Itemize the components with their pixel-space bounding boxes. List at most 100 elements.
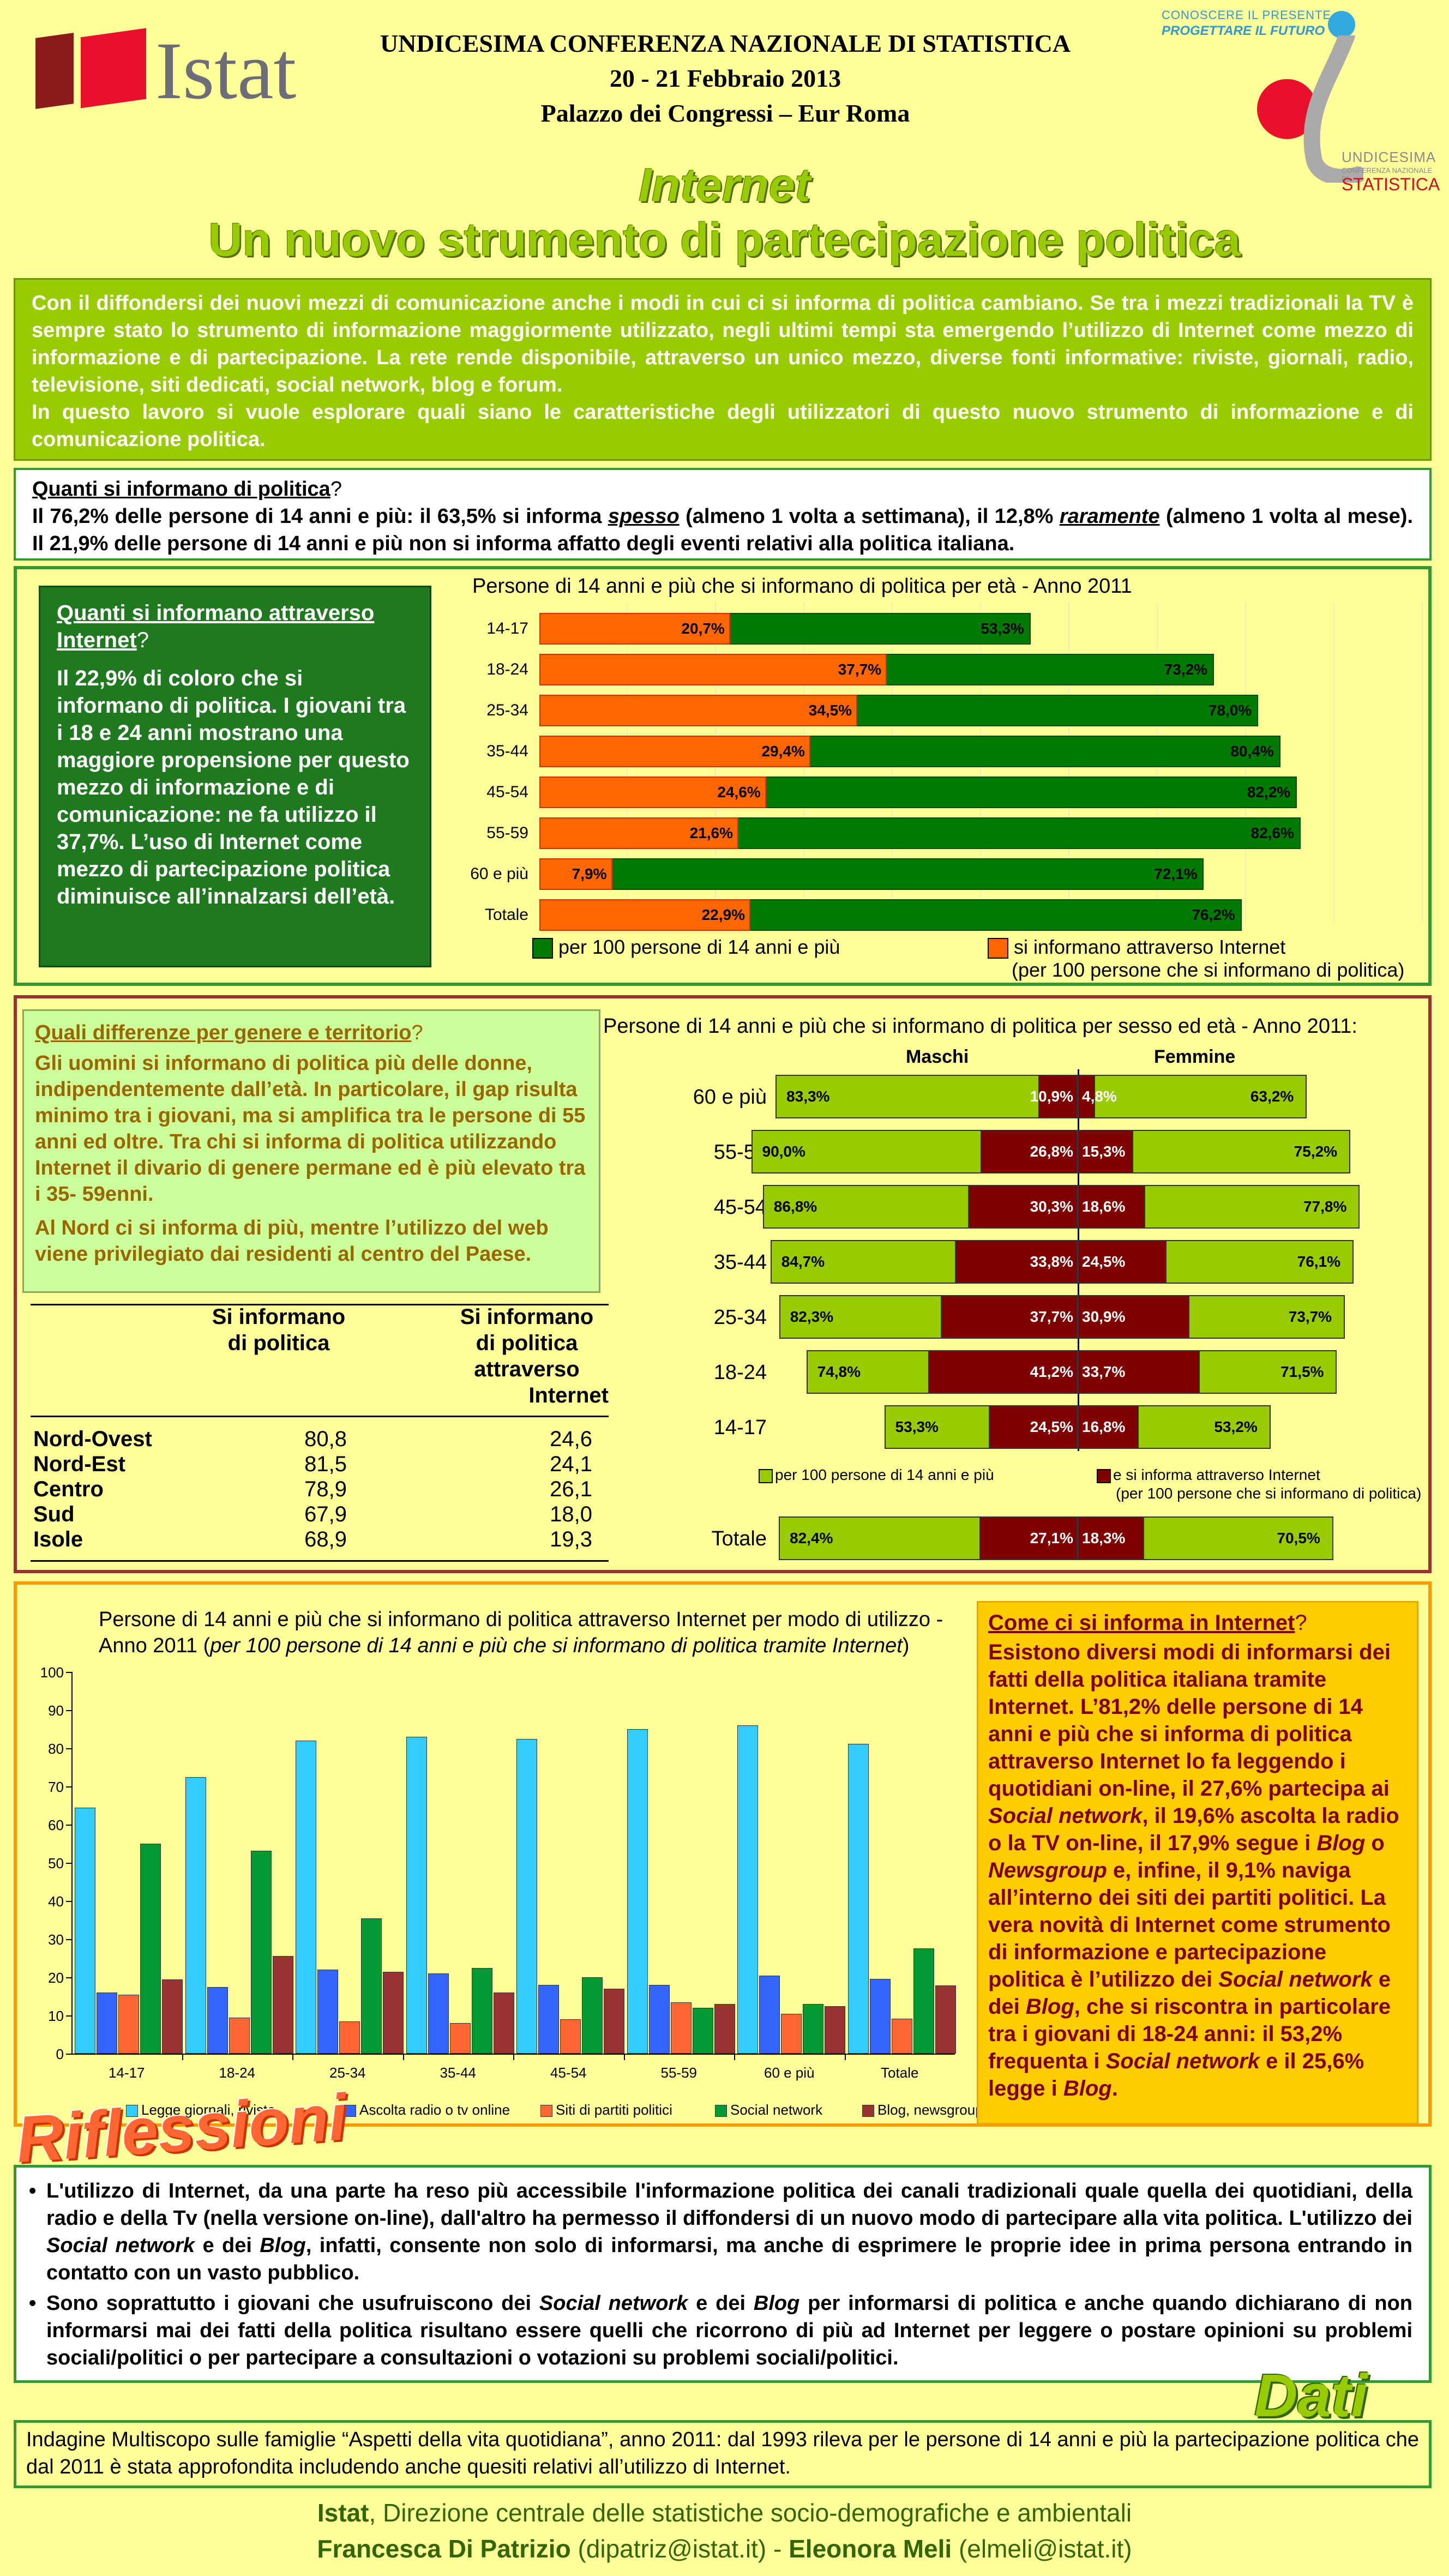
riflessioni-bullet-2: • Sono soprattutto i giovani che usufruis… — [29, 2292, 1412, 2369]
quanti-qmark: ? — [330, 478, 342, 501]
chart-usage-bar — [803, 2004, 823, 2054]
chart-age-label-internet: 7,9% — [572, 865, 607, 882]
chart-age-bar-internet: 20,7% — [539, 613, 730, 645]
chart-usage-legend-item: Legge giornali, riviste — [126, 2102, 275, 2118]
chart-usage-bar — [913, 1948, 934, 2054]
chart-usage-ytick: 60 — [48, 1817, 64, 1833]
chart-usage-tickmark — [66, 1748, 71, 1749]
gender-info-box: Quali differenze per genere e territorio… — [22, 1009, 600, 1293]
section-age-panel: Quanti si informano attraverso Internet?… — [14, 566, 1432, 986]
chart-age-bar-total: 72,1% — [539, 858, 1204, 890]
chart-usage-legend-label: Ascolta radio o tv online — [359, 2102, 510, 2118]
quanti-box: Quanti si informano di politica? Il 76,2… — [14, 468, 1432, 561]
chart-age-label-total: 72,1% — [1154, 865, 1198, 882]
chart-usage-bar — [272, 1955, 293, 2054]
chart-usage-legend-item: Blog, newsgroup — [862, 2102, 983, 2118]
table-cell-pol: 67,9 — [304, 1502, 347, 1526]
legend-darkred-label: e si informa attraverso Internet — [1113, 1466, 1320, 1483]
chart-usage-bar — [516, 1738, 537, 2054]
chart-usage-bar — [229, 2017, 250, 2054]
conference-header: UNDICESIMA CONFERENZA NAZIONALE DI STATI… — [338, 26, 1113, 131]
table-top-rule — [31, 1304, 609, 1305]
chart-gender-label-female-net: 33,7% — [1082, 1363, 1126, 1380]
usage-info-box: Come ci si informa in Internet? Esistono… — [977, 1601, 1418, 2124]
chart-age-category: 45-54 — [486, 783, 528, 801]
chart-usage-tickmark — [66, 2015, 71, 2017]
table-row: Nord-Ovest 80,8 24,6 — [31, 1427, 609, 1452]
blue-dot-icon — [1328, 11, 1355, 38]
chart-gender-label-female-net: 16,8% — [1082, 1418, 1126, 1435]
internet-info-text: Il 22,9% di coloro che si informano di p… — [57, 666, 410, 908]
chart-gender-bar-male-net: 26,8% — [980, 1130, 1078, 1173]
chart-usage-bar — [185, 1777, 206, 2054]
dati-text: Indagine Multiscopo sulle famiglie “Aspe… — [26, 2428, 1419, 2478]
chart-usage-ytick: 100 — [40, 1664, 64, 1681]
chart-age-bar-internet: 24,6% — [539, 777, 766, 808]
chart-gender-label-female-net: 4,8% — [1082, 1088, 1117, 1105]
chart-gender-category: 18-24 — [713, 1361, 767, 1384]
footer-line1: Istat, Direzione centrale delle statisti… — [317, 2499, 1132, 2527]
conf-logo-word3: STATISTICA — [1342, 174, 1440, 194]
chart-gender-label-male-pol: 74,8% — [817, 1363, 861, 1380]
legend-green-label: per 100 persone di 14 anni e più — [558, 936, 840, 958]
chart-gender-bar-female-pol: 63,2% — [1078, 1075, 1307, 1118]
chart-usage-bar — [692, 2008, 713, 2054]
chart-gender-label-female-net: 24,5% — [1082, 1253, 1126, 1270]
section-gender-panel: Quali differenze per genere e territorio… — [14, 995, 1432, 1573]
chart-gender-label-female-pol: 71,5% — [1280, 1363, 1324, 1380]
chart-usage-legend-label: Siti di partiti politici — [556, 2102, 672, 2118]
chart-usage-bar — [383, 1971, 404, 2054]
chart-usage-bar — [207, 1987, 228, 2054]
chart-age-bar-internet: 21,6% — [539, 817, 739, 849]
chart-age-label-internet: 20,7% — [681, 620, 725, 637]
chart-usage-tickmark — [66, 1786, 71, 1787]
chart-usage-sep — [844, 2054, 846, 2060]
usage-info-text: Esistono diversi modi di informarsi dei … — [988, 1640, 1399, 2100]
intro-paragraph-2: In questo lavoro si vuole esplorare qual… — [32, 401, 1414, 451]
chart-gender-maschi: Maschi — [906, 1046, 969, 1067]
chart-usage-bar — [825, 2006, 845, 2054]
intro-paragraph-1: Con il diffondersi dei nuovi mezzi di co… — [32, 292, 1414, 396]
chart-gender-bar-female-net: 18,6% — [1078, 1185, 1145, 1229]
chart-gender-label-male-net: 33,8% — [1030, 1253, 1073, 1270]
chart-age-label-internet: 37,7% — [838, 661, 882, 678]
chart-gender-bar-female-net: 15,3% — [1078, 1130, 1133, 1173]
legend-green-swatch — [532, 938, 553, 959]
chart-usage-bar — [493, 1993, 514, 2054]
chart-usage-tickmark — [66, 1901, 71, 1902]
istat-logo: Istat — [33, 26, 305, 117]
conference-name: UNDICESIMA CONFERENZA NAZIONALE DI STATI… — [380, 29, 1071, 57]
table-cell-pol: 68,9 — [304, 1527, 347, 1551]
chart-usage-bar — [317, 1970, 338, 2054]
chart-age-label-internet: 29,4% — [761, 743, 805, 760]
legend-darkred-sub: (per 100 persone che si informano di pol… — [1116, 1485, 1422, 1502]
chart-gender-label-female-pol: 63,2% — [1250, 1088, 1294, 1105]
table-cell-net: 26,1 — [550, 1477, 592, 1501]
table-cell-pol: 78,9 — [304, 1477, 347, 1501]
chart-age-bar-internet: 37,7% — [539, 654, 887, 685]
chart-usage-bar — [582, 1977, 603, 2054]
chart-age-category: 25-34 — [486, 701, 528, 719]
chart-usage-y-axis — [71, 1672, 73, 2054]
chart-usage-bar — [296, 1741, 316, 2054]
chart-usage-category: Totale — [881, 2065, 919, 2081]
chart-gender-bar-female-net: 18,3% — [1078, 1516, 1144, 1560]
chart-age-label-total: 76,2% — [1192, 906, 1235, 923]
chart-gender: 60 e più 83,3% 10,9% 63,2% 4,8% 55-59 90,0% 26,… — [17, 998, 1429, 1571]
chart-age-bar-internet: 22,9% — [539, 899, 750, 931]
chart-gender-bar-female-net: 30,9% — [1078, 1295, 1190, 1339]
quanti-heading: Quanti si informano di politica — [32, 478, 330, 501]
chart-usage-ytick: 90 — [48, 1702, 64, 1719]
chart-gender-label-female-pol: 70,5% — [1277, 1530, 1320, 1546]
chart-gender-bar-male-net: 41,2% — [928, 1350, 1078, 1394]
istat-logo-text: Istat — [155, 26, 297, 116]
chart-age-category: 14-17 — [486, 619, 528, 637]
chart-usage-bar — [339, 2021, 360, 2054]
chart-usage-bar — [891, 2019, 912, 2054]
chart-usage-tickmark — [66, 2054, 71, 2055]
chart-usage-sep — [734, 2054, 735, 2060]
chart-gender-bar-female-net: 24,5% — [1078, 1240, 1167, 1284]
table-cell-area: Nord-Ovest — [33, 1427, 152, 1451]
title-line2: Un nuovo strumento di partecipazione pol… — [208, 214, 1241, 266]
chart-gender-label-male-pol: 82,3% — [790, 1308, 834, 1325]
